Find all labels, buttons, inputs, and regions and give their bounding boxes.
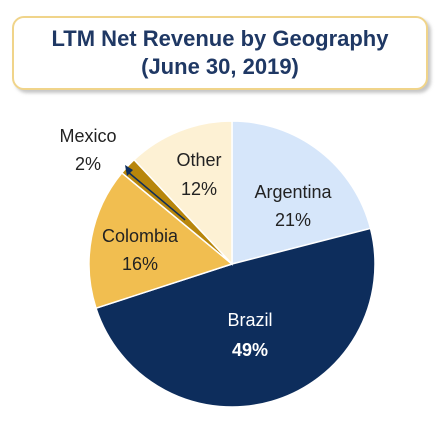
pie-labels: Argentina 21% Brazil 49% Colombia 16% Mexico 2%… bbox=[59, 126, 332, 360]
slice-value-brazil: 49% bbox=[232, 340, 268, 360]
leader-line-mexico bbox=[127, 171, 186, 221]
leader-arrowhead bbox=[125, 165, 133, 176]
slice-label-colombia: Colombia bbox=[102, 226, 179, 246]
pie-slices bbox=[88, 120, 376, 408]
pie-slice-argentina bbox=[231, 120, 372, 265]
slice-value-colombia: 16% bbox=[122, 254, 158, 274]
slice-label-argentina: Argentina bbox=[254, 182, 332, 202]
slice-label-other: Other bbox=[176, 150, 221, 170]
slice-value-mexico: 2% bbox=[75, 154, 101, 174]
chart-title: LTM Net Revenue by Geography bbox=[51, 26, 389, 51]
chart-subtitle: (June 30, 2019) bbox=[141, 54, 299, 79]
pie-slice-other bbox=[133, 120, 233, 266]
leader-lines bbox=[125, 165, 186, 221]
pie-slice-brazil bbox=[95, 227, 376, 408]
slice-value-other: 12% bbox=[181, 179, 217, 199]
pie-slice-colombia bbox=[88, 171, 234, 310]
slice-label-mexico: Mexico bbox=[59, 126, 116, 146]
slice-label-brazil: Brazil bbox=[227, 310, 272, 330]
slice-value-argentina: 21% bbox=[275, 210, 311, 230]
chart-title-box: LTM Net Revenue by Geography (June 30, 2… bbox=[12, 16, 428, 90]
